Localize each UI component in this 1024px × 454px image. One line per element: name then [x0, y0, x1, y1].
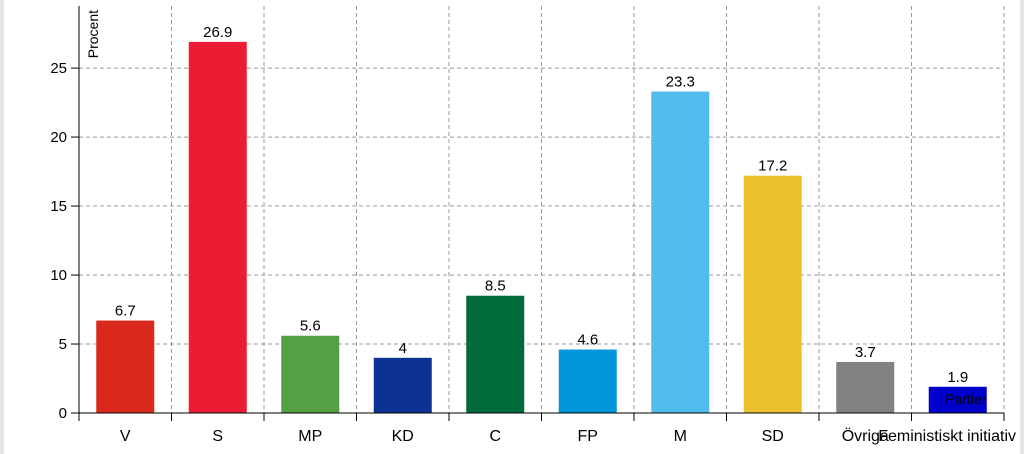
bar	[651, 92, 709, 413]
bar	[559, 350, 617, 413]
x-tick-label: MP	[298, 428, 322, 445]
bar	[374, 358, 432, 413]
x-tick-label: C	[489, 428, 501, 445]
x-tick-label: FP	[578, 428, 598, 445]
y-tick-label: 25	[50, 60, 67, 77]
data-label: 8.5	[485, 278, 506, 295]
x-tick-label: SD	[762, 428, 784, 445]
bar	[466, 296, 524, 413]
x-axis-label: Partier	[945, 391, 987, 407]
x-tick-label: S	[212, 428, 223, 445]
y-tick-label: 15	[50, 198, 67, 215]
x-tick-label: Feministiskt initiativ	[878, 428, 1016, 445]
data-label: 4	[399, 340, 407, 357]
bar	[96, 321, 154, 413]
x-tick-label: KD	[392, 428, 414, 445]
data-label: 23.3	[666, 74, 695, 91]
data-label: 1.9	[947, 369, 968, 386]
y-tick-label: 20	[50, 129, 67, 146]
bar	[836, 362, 894, 413]
data-label: 4.6	[577, 332, 598, 349]
y-axis-ticks: 0 5 10 15 20 25	[50, 60, 79, 422]
y-tick-label: 0	[59, 405, 67, 422]
bar	[744, 176, 802, 413]
bar	[189, 42, 247, 413]
x-tick-label: M	[674, 428, 687, 445]
x-tick-label: V	[120, 428, 131, 445]
y-tick-label: 10	[50, 267, 67, 284]
data-label: 3.7	[855, 344, 876, 361]
bar	[281, 336, 339, 413]
data-label: 5.6	[300, 318, 321, 335]
data-label: 17.2	[758, 158, 787, 175]
y-axis-label: Procent	[85, 10, 101, 58]
data-label: 6.7	[115, 303, 136, 320]
y-tick-label: 5	[59, 336, 67, 353]
bar-chart: 6.7 26.9 5.6 4 8.5 4.6 23.3 17.2 3.7 1.9 0 5 10 15 20…	[4, 0, 1024, 454]
data-label: 26.9	[203, 24, 232, 41]
